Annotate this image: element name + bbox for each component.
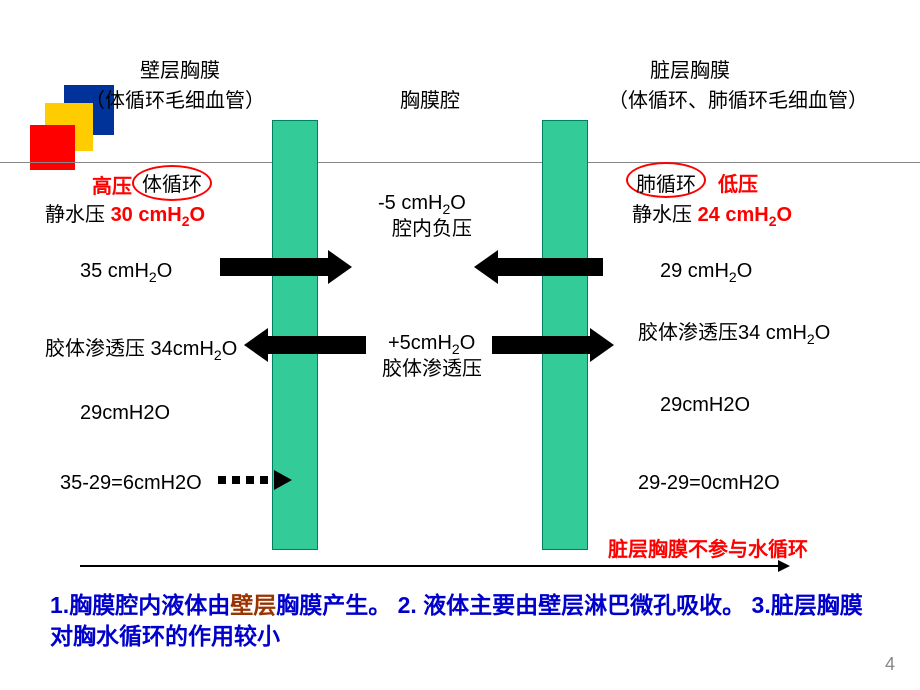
center-title: 胸膜腔 (400, 88, 460, 114)
right-title: 脏层胸膜 (650, 58, 730, 84)
neg-val: -5 cmH (378, 192, 442, 214)
left-title: 壁层胸膜 (140, 58, 220, 84)
hp-label-left: 高压 (92, 174, 132, 200)
v1-left-unit: O (157, 260, 173, 282)
calc-right: 29-29=0cmH2O (638, 470, 780, 496)
sum-n1: 1. (50, 592, 69, 618)
arrow-right-in (492, 336, 592, 354)
arrow-left-in (266, 336, 366, 354)
right-pillar (542, 120, 588, 550)
arrow-left-out-1 (220, 258, 330, 276)
hp-left: 静水压 30 cmH2O (45, 202, 205, 230)
v2-left: 29cmH2O (80, 400, 170, 426)
v1-left: 35 cmH2O (80, 258, 172, 286)
hp-val-left: 30 cmH (111, 204, 182, 226)
osm-right-val: 胶体渗透压34 cmH (638, 322, 807, 344)
pos-val: +5cmH (388, 332, 452, 354)
pos-label: 胶体渗透压 (382, 356, 482, 382)
sum-n3: 3. (752, 592, 771, 618)
osm-right: 胶体渗透压34 cmH2O (638, 320, 830, 348)
neg-unit: O (450, 192, 466, 214)
arrow-dashed (218, 476, 274, 484)
arrow-right-out-1 (496, 258, 603, 276)
calc-left: 35-29=6cmH2O (60, 470, 202, 496)
page-number: 4 (885, 654, 895, 675)
osm-left: 胶体渗透压 34cmH2O (45, 336, 237, 364)
hp-right: 静水压 24 cmH2O (632, 202, 792, 230)
sum-t1c: 胸膜产生。 (276, 592, 391, 618)
pos-pressure: +5cmH2O (388, 330, 475, 358)
neg-label: 腔内负压 (392, 216, 472, 242)
hp-prefix-right: 静水压 (632, 204, 692, 226)
circ-left: 体循环 (142, 172, 202, 198)
frame-line (0, 162, 920, 163)
v1-right: 29 cmH2O (660, 258, 752, 286)
slide-root: 壁层胸膜 （体循环毛细血管） 胸膜腔 脏层胸膜 （体循环、肺循环毛细血管） 高压… (0, 0, 920, 690)
left-subtitle: （体循环毛细血管） (85, 88, 265, 114)
sum-t1a: 胸膜腔内液体由 (69, 592, 230, 618)
neg-pressure: -5 cmH2O (378, 190, 466, 218)
deco-red (30, 125, 75, 170)
right-subtitle: （体循环、肺循环毛细血管） (608, 88, 858, 114)
hp-unit-right: O (777, 204, 793, 226)
x-axis (80, 565, 780, 567)
v1-right-val: 29 cmH (660, 260, 729, 282)
sum-t1b: 壁层 (230, 592, 276, 618)
v2-right: 29cmH2O (660, 392, 750, 418)
osm-right-unit: O (815, 322, 831, 344)
v1-left-val: 35 cmH (80, 260, 149, 282)
hp-unit-left: O (190, 204, 206, 226)
pos-unit: O (460, 332, 476, 354)
v1-right-unit: O (737, 260, 753, 282)
circ-right: 肺循环 (636, 172, 696, 198)
osm-left-unit: O (222, 338, 238, 360)
sum-n2: 2. (398, 592, 417, 618)
hp-val-right: 24 cmH (698, 204, 769, 226)
osm-left-val: 胶体渗透压 34cmH (45, 338, 214, 360)
hp-prefix-left: 静水压 (45, 204, 105, 226)
note-right: 脏层胸膜不参与水循环 (608, 537, 808, 563)
sum-t2: 液体主要由壁层淋巴微孔吸收。 (417, 592, 745, 618)
summary: 1.胸膜腔内液体由壁层胸膜产生。 2. 液体主要由壁层淋巴微孔吸收。 3.脏层胸… (50, 590, 870, 652)
lp-label-right: 低压 (718, 172, 758, 198)
